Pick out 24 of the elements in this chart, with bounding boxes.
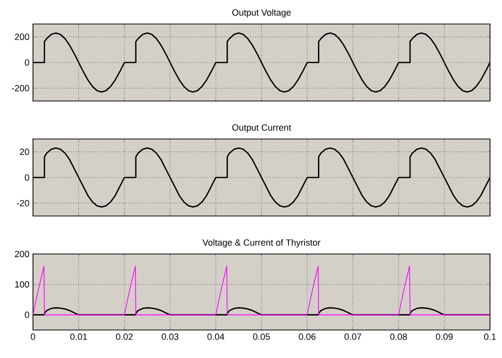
chart-title: Output Current [232, 124, 292, 132]
chart-title: Output Voltage [232, 9, 291, 18]
y-tick-label: -200 [12, 84, 30, 92]
x-tick-label: 0.03 [162, 334, 178, 340]
x-tick-label: 0.05 [253, 334, 270, 340]
y-tick-label: 200 [14, 250, 30, 258]
y-tick-label: 0 [24, 174, 30, 181]
line-series [33, 266, 490, 316]
x-tick-label: 0.02 [116, 334, 133, 340]
y-tick-label: 20 [20, 148, 30, 156]
x-tick-label: 0 [30, 334, 36, 340]
x-tick-label: 0.09 [436, 334, 453, 340]
x-tick-label: 0.1 [484, 334, 496, 340]
x-tick-label: 0.06 [298, 334, 316, 340]
y-tick-label: 200 [14, 34, 30, 40]
x-tick-label: 0.08 [390, 334, 407, 340]
y-tick-label: -20 [16, 200, 30, 206]
chart-title: Voltage & Current of Thyristor [202, 239, 320, 248]
y-tick-label: 0 [24, 312, 30, 318]
y-tick-label: 100 [15, 281, 30, 288]
y-tick-label: 0 [24, 59, 30, 66]
x-tick-label: 0.01 [70, 334, 87, 340]
x-tick-label: 0.07 [344, 334, 362, 340]
x-tick-label: 0.04 [207, 334, 224, 340]
